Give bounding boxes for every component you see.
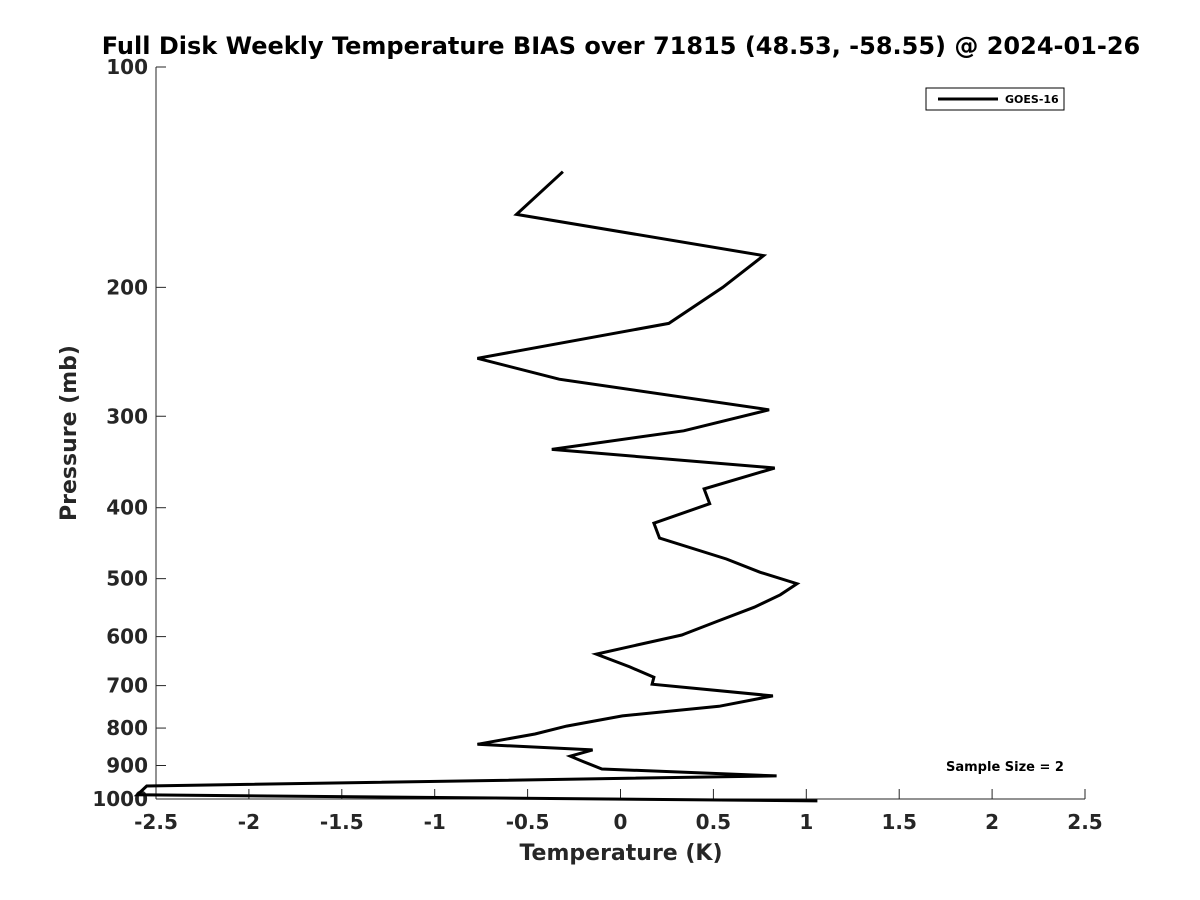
x-tick-label: 2.5 [1067,810,1102,834]
chart-title: Full Disk Weekly Temperature BIAS over 7… [102,32,1141,60]
x-tick-label: 2 [985,810,999,834]
y-tick-label: 400 [106,496,148,520]
series-line-goes-16 [133,170,818,803]
y-tick-label: 500 [106,567,148,591]
plot-lines [133,170,818,803]
x-tick-label: 1 [799,810,813,834]
x-tick-label: -2 [238,810,260,834]
y-tick-label: 700 [106,674,148,698]
sample-size-annotation: Sample Size = 2 [946,760,1064,775]
x-tick-label: -1.5 [320,810,364,834]
legend-label-goes-16: GOES-16 [1005,93,1059,106]
x-tick-label: -0.5 [506,810,550,834]
x-tick-label: 0.5 [696,810,731,834]
y-ticks: 100 200 300 400 500 600 700 800 900 1000 [92,55,166,811]
legend: GOES-16 [925,87,1065,111]
x-ticks: -2.5 -2 -1.5 -1 -0.5 0 0.5 1 1.5 2 2.5 [134,789,1103,834]
axes [155,67,1085,800]
y-tick-label: 300 [106,404,148,428]
y-tick-label: 200 [106,275,148,299]
y-axis-label: Pressure (mb) [57,345,82,521]
x-tick-label: 1.5 [881,810,916,834]
y-tick-label: 600 [106,625,148,649]
x-tick-label: -2.5 [134,810,178,834]
x-tick-label: -1 [424,810,446,834]
x-axis-label: Temperature (K) [519,841,722,866]
y-tick-label: 100 [106,55,148,79]
x-tick-label: 0 [614,810,628,834]
y-tick-label: 800 [106,716,148,740]
y-tick-label: 1000 [92,787,148,811]
y-tick-label: 900 [106,754,148,778]
